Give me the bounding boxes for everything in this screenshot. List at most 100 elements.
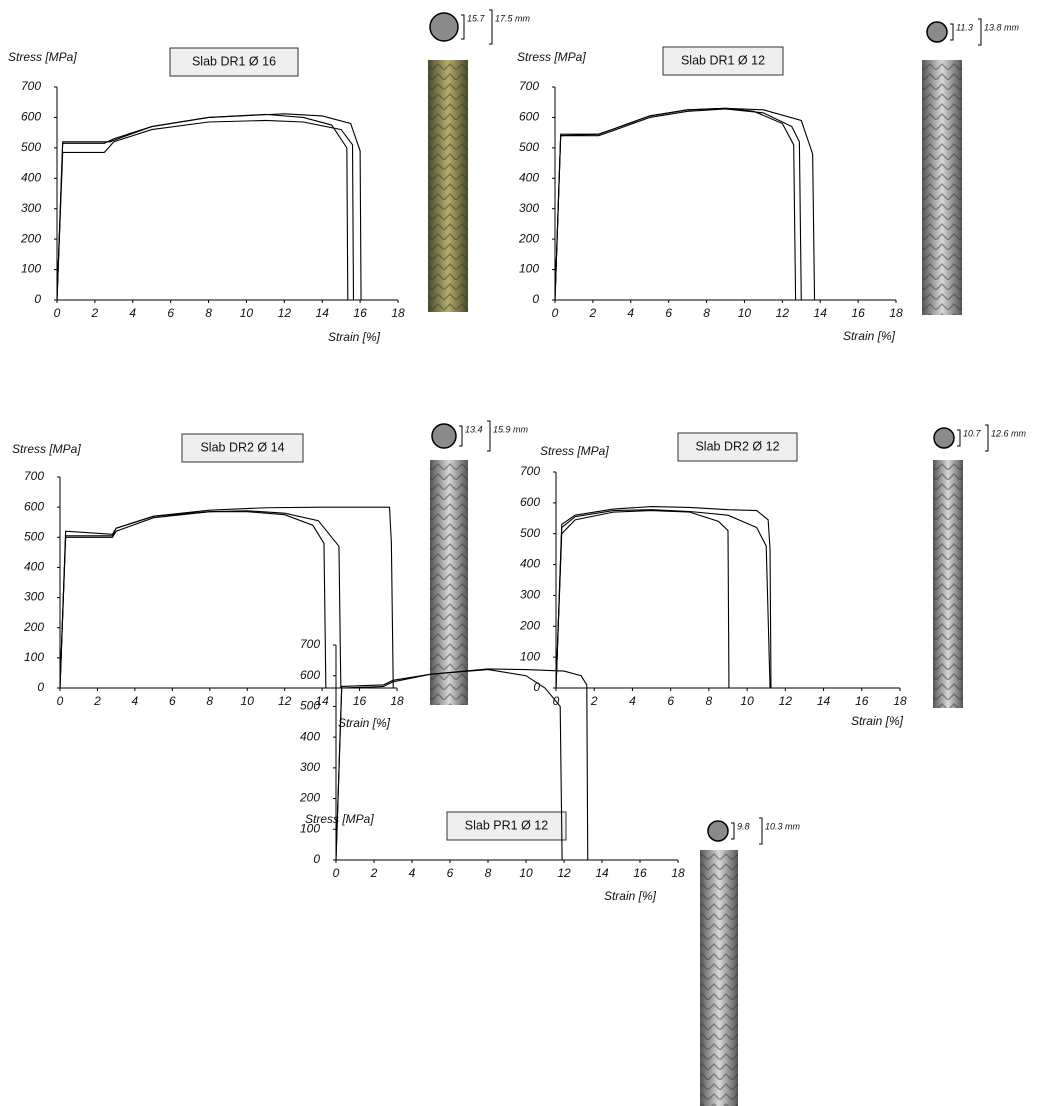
stress-strain-curve [335, 668, 678, 861]
chart-title: Slab PR1 Ø 12 [465, 818, 548, 832]
x-axis-label: Strain [%] [843, 329, 896, 343]
y-tick-label: 600 [300, 668, 320, 682]
x-tick-label: 12 [278, 306, 292, 320]
x-tick-label: 16 [851, 306, 865, 320]
chart-title: Slab DR2 Ø 12 [695, 439, 779, 453]
title-box [446, 811, 567, 841]
x-tick-label: 4 [629, 694, 636, 708]
core-diameter: 10.7 [963, 428, 982, 438]
y-tick-label: 700 [520, 464, 540, 478]
x-tick-label: 6 [447, 866, 454, 880]
x-tick-label: 18 [671, 866, 685, 880]
rebar-ribs [428, 60, 468, 312]
x-tick-label: 0 [333, 866, 340, 880]
cross-section [431, 423, 457, 449]
stress-strain-curve [59, 511, 327, 689]
x-tick-label: 12 [278, 694, 292, 708]
dim-bracket [985, 424, 989, 452]
outer-diameter: 12.6 mm [991, 428, 1027, 438]
y-tick-label: 400 [21, 170, 41, 184]
x-tick-label: 6 [169, 694, 176, 708]
dim-bracket [957, 429, 961, 447]
x-axis-label: Strain [%] [328, 330, 381, 344]
y-tick-label: 600 [24, 499, 44, 513]
y-tick-label: 700 [21, 79, 41, 93]
x-tick-label: 6 [167, 306, 174, 320]
x-tick-label: 10 [240, 306, 254, 320]
stress-strain-curve [555, 506, 900, 689]
x-tick-label: 2 [91, 306, 99, 320]
x-tick-label: 4 [132, 694, 139, 708]
y-tick-label: 100 [24, 650, 44, 664]
y-tick-label: 400 [300, 729, 320, 743]
dim-bracket [731, 822, 735, 840]
core-diameter: 11.3 [956, 22, 973, 32]
y-tick-label: 600 [519, 110, 539, 124]
y-tick-label: 400 [519, 170, 539, 184]
x-tick-label: 4 [129, 306, 136, 320]
outer-diameter: 15.9 mm [493, 424, 529, 434]
outer-diameter: 13.8 mm [984, 22, 1020, 32]
y-tick-label: 100 [519, 262, 539, 276]
y-tick-label: 0 [34, 292, 41, 306]
y-tick-label: 500 [520, 526, 540, 540]
y-tick-label: 500 [519, 140, 539, 154]
y-tick-label: 200 [519, 618, 540, 632]
x-tick-label: 8 [703, 306, 710, 320]
x-tick-label: 8 [206, 694, 213, 708]
y-tick-label: 700 [24, 469, 44, 483]
y-tick-label: 500 [21, 140, 41, 154]
stress-strain-curve [554, 107, 896, 301]
y-tick-label: 200 [299, 791, 320, 805]
title-box [677, 432, 798, 462]
x-tick-label: 10 [519, 866, 533, 880]
dim-bracket [459, 425, 463, 447]
x-tick-label: 8 [205, 306, 212, 320]
title-box [169, 47, 299, 77]
y-axis-label: Stress [MPa] [12, 442, 81, 456]
x-tick-label: 14 [814, 306, 828, 320]
x-tick-label: 0 [57, 694, 64, 708]
y-tick-label: 400 [24, 560, 44, 574]
x-tick-label: 2 [93, 694, 101, 708]
x-tick-label: 18 [390, 694, 404, 708]
y-tick-label: 200 [20, 231, 41, 245]
dim-bracket [950, 23, 954, 41]
x-tick-label: 14 [315, 694, 329, 708]
y-tick-label: 0 [533, 680, 540, 694]
y-axis-label: Stress [MPa] [305, 812, 374, 826]
x-tick-label: 12 [776, 306, 790, 320]
x-tick-label: 18 [391, 306, 405, 320]
x-tick-label: 18 [893, 694, 907, 708]
stress-strain-curve [555, 509, 771, 689]
x-tick-label: 14 [316, 306, 330, 320]
x-tick-label: 12 [557, 866, 571, 880]
y-tick-label: 300 [519, 201, 539, 215]
x-tick-label: 4 [627, 306, 634, 320]
dim-bracket [487, 420, 491, 452]
y-axis-label: Stress [MPa] [8, 50, 77, 64]
title-box [181, 433, 304, 463]
dim-bracket [489, 9, 493, 45]
x-tick-label: 8 [485, 866, 492, 880]
stress-strain-curve [555, 510, 730, 689]
y-tick-label: 700 [519, 79, 539, 93]
core-diameter: 9.8 [737, 821, 750, 831]
rebar-ribs [700, 850, 738, 1106]
title-box [662, 46, 784, 76]
y-tick-label: 100 [520, 649, 540, 663]
rebar-ribs [933, 460, 963, 708]
y-tick-label: 0 [313, 852, 320, 866]
dim-bracket [461, 14, 465, 40]
y-tick-label: 300 [24, 590, 44, 604]
y-tick-label: 300 [520, 588, 540, 602]
y-axis-label: Stress [MPa] [517, 50, 586, 64]
x-tick-label: 18 [889, 306, 903, 320]
x-tick-label: 14 [595, 866, 609, 880]
y-tick-label: 400 [520, 557, 540, 571]
x-tick-label: 4 [409, 866, 416, 880]
x-tick-label: 8 [706, 694, 713, 708]
outer-diameter: 17.5 mm [495, 13, 531, 23]
